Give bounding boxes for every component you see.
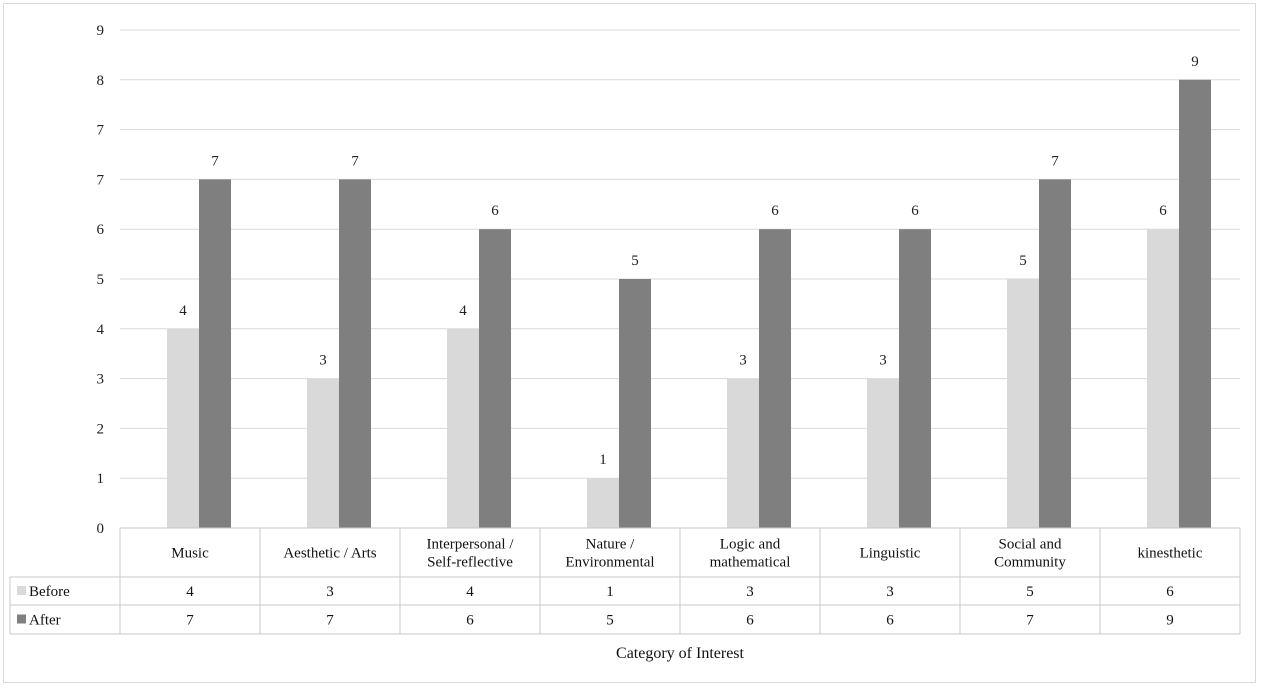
bar-before	[307, 378, 339, 528]
data-label: 3	[739, 353, 747, 369]
y-tick-label: 0	[97, 521, 105, 537]
category-label: mathematical	[710, 555, 791, 571]
table-cell: 7	[186, 613, 194, 629]
bar-before	[867, 378, 899, 528]
data-label: 6	[491, 203, 499, 219]
legend-key-before	[17, 586, 26, 595]
category-label: Aesthetic / Arts	[283, 546, 376, 562]
bar-after	[619, 279, 651, 528]
data-labels: 4 7 3 7 4 6 1 5 3 6 3 6 5 7 6 9	[179, 54, 1199, 468]
category-label: Social and	[999, 537, 1062, 553]
table-cell: 5	[606, 613, 614, 629]
table-cell: 3	[746, 584, 754, 600]
grid-lines	[120, 29, 1240, 479]
y-tick-label: 8	[97, 73, 105, 89]
bar-before	[167, 328, 199, 528]
data-label: 6	[1159, 203, 1167, 219]
y-tick-label: 5	[97, 272, 105, 288]
category-label: Music	[171, 546, 209, 562]
bars	[167, 79, 1211, 529]
table-cell: 7	[1026, 613, 1034, 629]
y-tick-label: 2	[97, 421, 105, 437]
category-label: Interpersonal /	[426, 537, 514, 553]
data-label: 7	[1051, 153, 1059, 169]
data-table: Music Aesthetic / Arts Interpersonal / Self…	[9, 527, 1241, 635]
data-label: 4	[459, 303, 467, 319]
x-axis-title: Category of Interest	[616, 645, 745, 662]
chart-frame	[3, 3, 1256, 683]
table-cell: 6	[466, 613, 474, 629]
bar-after	[339, 179, 371, 528]
legend-key-after	[17, 614, 26, 624]
data-label: 7	[351, 153, 359, 169]
data-label: 7	[211, 153, 219, 169]
y-tick-label: 9	[97, 23, 105, 39]
bar-after	[899, 229, 931, 528]
y-tick-label: 6	[97, 222, 105, 238]
y-tick-label: 1	[97, 471, 105, 487]
category-label: Logic and	[720, 537, 781, 553]
table-cell: 4	[186, 584, 194, 600]
data-label: 1	[599, 452, 607, 468]
table-cell: 7	[326, 613, 334, 629]
bar-before	[587, 478, 619, 528]
bar-before	[727, 378, 759, 528]
data-label: 6	[911, 203, 919, 219]
data-label: 3	[879, 353, 887, 369]
category-label: Environmental	[565, 555, 654, 571]
category-label: Community	[994, 555, 1066, 571]
category-label: Linguistic	[860, 546, 921, 562]
y-axis-ticks: 0123456778910	[97, 23, 105, 537]
data-label: 9	[1191, 54, 1199, 70]
y-tick-label: 4	[97, 322, 105, 338]
table-cell: 9	[1166, 613, 1174, 629]
bar-after	[759, 229, 791, 528]
data-label: 3	[319, 353, 327, 369]
table-cell: 5	[1026, 584, 1034, 600]
category-label: Nature /	[586, 537, 636, 553]
table-cell: 6	[886, 613, 894, 629]
data-label: 6	[771, 203, 779, 219]
table-cell: 3	[886, 584, 894, 600]
bar-before	[1147, 229, 1179, 528]
bar-before	[1007, 279, 1039, 528]
legend-label: After	[29, 613, 61, 629]
bar-after	[199, 179, 231, 528]
bar-after	[1179, 79, 1211, 529]
y-tick-label: 7	[97, 172, 105, 188]
table-cell: 4	[466, 584, 474, 600]
table-cell: 3	[326, 584, 334, 600]
legend-label: Before	[29, 584, 70, 600]
category-label: Self-reflective	[427, 555, 513, 571]
bar-after	[1039, 179, 1071, 528]
bar-after	[479, 229, 511, 528]
data-label: 5	[631, 253, 639, 269]
y-tick-label: 7	[97, 123, 105, 139]
data-label: 4	[179, 303, 187, 319]
table-cell: 6	[1166, 584, 1174, 600]
bar-before	[447, 328, 479, 528]
data-label: 5	[1019, 253, 1027, 269]
table-cell: 6	[746, 613, 754, 629]
table-cell: 1	[606, 584, 614, 600]
category-label: kinesthetic	[1138, 546, 1203, 562]
y-tick-label: 3	[97, 372, 105, 388]
